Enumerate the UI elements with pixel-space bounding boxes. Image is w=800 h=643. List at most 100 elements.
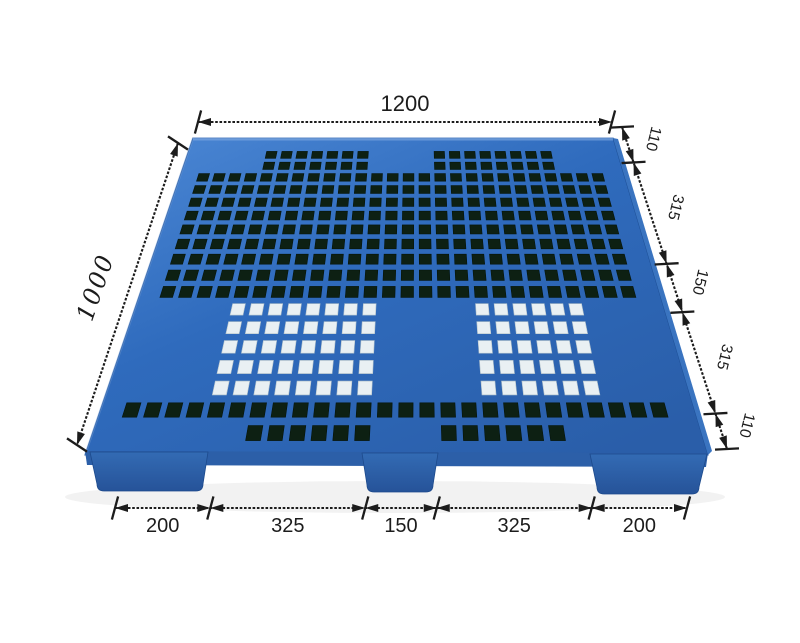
deck-hole [223, 253, 239, 265]
deck-hole [436, 269, 451, 281]
deck-hole [313, 402, 330, 418]
deck-hole [274, 380, 291, 396]
deck-hole [590, 238, 606, 250]
deck-hole [562, 269, 578, 281]
deck-hole [524, 253, 539, 265]
deck-hole [608, 238, 624, 250]
dim-label: 315 [664, 193, 687, 222]
deck-hole [501, 380, 518, 396]
deck-hole [245, 425, 264, 441]
deck-hole [350, 224, 364, 235]
deck-hole [273, 185, 287, 194]
deck-hole [476, 321, 492, 334]
deck-hole [455, 286, 470, 298]
deck-hole [312, 253, 327, 265]
deck-hole [503, 224, 517, 235]
deck-hole [237, 269, 253, 281]
deck-hole [548, 425, 566, 441]
deck-hole [434, 197, 448, 207]
deck-hole [196, 224, 212, 235]
deck-hole [273, 269, 289, 281]
deck-hole [347, 253, 362, 265]
deck-hole [286, 303, 302, 316]
deck-hole [187, 253, 204, 265]
deck-hole [549, 303, 566, 316]
deck-hole [508, 269, 523, 281]
deck-hole [289, 286, 305, 298]
deck-hole [539, 238, 554, 250]
deck-hole [275, 173, 289, 182]
deck-hole [471, 253, 486, 265]
deck-hole [247, 224, 263, 235]
deck-hole [267, 210, 282, 221]
deck-hole [305, 303, 321, 316]
deck-hole [598, 269, 614, 281]
deck-hole [495, 321, 511, 334]
deck-hole [230, 224, 246, 235]
deck-hole [531, 303, 547, 316]
deck-hole [559, 253, 574, 265]
deck-hole [540, 151, 553, 159]
deck-hole [303, 197, 317, 207]
deck-hole [334, 210, 348, 221]
deck-hole [196, 286, 213, 298]
deck-hole [366, 238, 380, 250]
deck-hole [330, 253, 344, 265]
deck-hole [316, 224, 330, 235]
deck-hole [217, 210, 232, 221]
deck-hole [587, 224, 603, 235]
deck-hole [294, 380, 312, 396]
deck-hole [418, 185, 431, 194]
deck-hole [467, 197, 481, 207]
deck-hole [525, 151, 538, 159]
deck-hole [533, 321, 550, 334]
deck-hole [336, 197, 350, 207]
deck-hole [346, 269, 361, 281]
deck-hole [464, 161, 477, 170]
deck-hole [401, 238, 414, 250]
deck-hole [386, 173, 399, 182]
deck-hole [402, 197, 415, 207]
deck-hole [340, 161, 353, 170]
deck-hole [341, 151, 354, 159]
deck-hole [511, 161, 524, 170]
deck-hole [333, 224, 347, 235]
deck-hole [591, 173, 605, 182]
deck-hole [318, 360, 334, 374]
deck-hole [470, 238, 484, 250]
deck-hole [462, 425, 479, 441]
dim-label: 110 [642, 125, 665, 153]
deck-hole [159, 286, 177, 298]
deck-hole [322, 321, 338, 334]
deck-hole [219, 269, 235, 281]
deck-hole [487, 238, 502, 250]
deck-hole [215, 286, 232, 298]
deck-hole [310, 425, 328, 441]
deck-hole [358, 360, 374, 374]
pallet-foot-right [589, 453, 708, 495]
deck-hole [620, 286, 637, 298]
deck-hole [560, 173, 574, 182]
deck-hole [288, 425, 307, 441]
deck-hole [361, 321, 376, 334]
deck-hole [355, 402, 372, 418]
deck-hole [293, 161, 307, 170]
deck-hole [385, 197, 398, 207]
deck-hole [492, 286, 507, 298]
deck-hole [241, 340, 258, 354]
pallet-foot-center [361, 452, 439, 493]
deck-hole [499, 360, 515, 374]
deck-hole [530, 185, 544, 194]
dim-label: 200 [146, 515, 179, 537]
deck-hole [435, 210, 448, 221]
deck-hole [357, 151, 369, 159]
deck-hole [368, 210, 381, 221]
deck-hole [164, 402, 184, 418]
deck-hole [501, 210, 515, 221]
deck-hole [481, 173, 494, 182]
deck-hole [440, 402, 456, 418]
deck-hole [355, 173, 368, 182]
deck-hole [500, 197, 513, 207]
deck-hole [594, 185, 609, 194]
deck-hole [418, 173, 431, 182]
